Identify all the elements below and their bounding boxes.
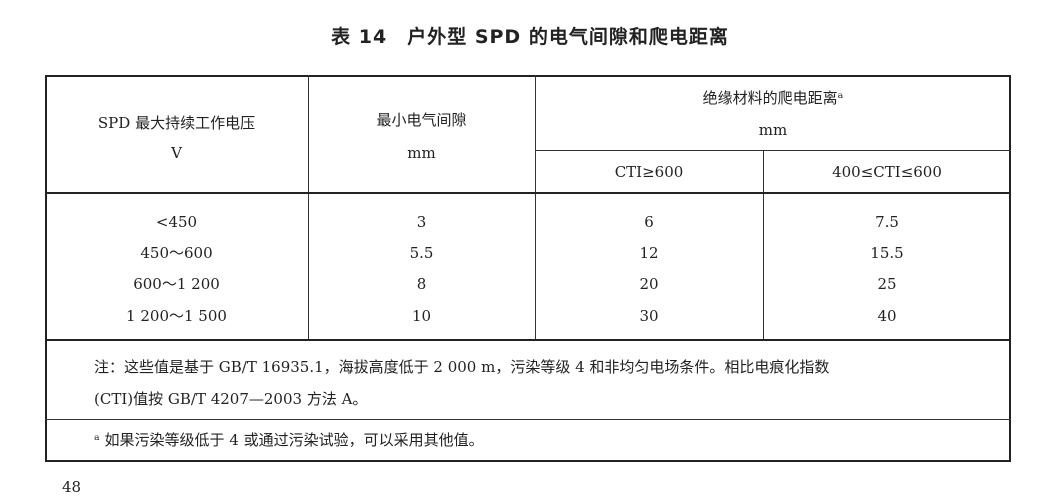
header-clearance-unit: mm xyxy=(407,144,436,162)
note-line-2: (CTI)值按 GB/T 4207—2003 方法 A。 xyxy=(94,390,368,408)
header-clearance: 最小电气间隙 xyxy=(376,111,467,129)
table-cell: <450 xyxy=(155,213,198,231)
divider xyxy=(535,150,1011,151)
page-number: 48 xyxy=(62,478,82,496)
divider xyxy=(45,339,1011,341)
table-cell: 20 xyxy=(639,275,659,293)
header-cti-600: CTI≥600 xyxy=(614,163,684,181)
header-voltage: SPD 最大持续工作电压 xyxy=(97,114,256,132)
table-cell: 1 200～1 500 xyxy=(126,307,227,325)
divider xyxy=(45,192,1011,194)
table-cell: 40 xyxy=(877,307,897,325)
table-cell: 25 xyxy=(877,275,897,293)
table-cell: 450～600 xyxy=(140,244,213,262)
note-line-1: 注：这些值是基于 GB/T 16935.1，海拔高度低于 2 000 m，污染等… xyxy=(94,358,830,376)
table-cell: 8 xyxy=(416,275,427,293)
table-cell: 5.5 xyxy=(409,244,434,262)
divider xyxy=(308,75,309,340)
table-frame xyxy=(45,75,1011,462)
table-cell: 600～1 200 xyxy=(133,275,220,293)
table-cell: 12 xyxy=(639,244,659,262)
table-cell: 6 xyxy=(644,213,654,231)
footnote: ᵃ 如果污染等级低于 4 或通过污染试验，可以采用其他值。 xyxy=(94,431,484,449)
header-cti-400-600: 400≤CTI≤600 xyxy=(832,163,942,181)
header-creepage-unit: mm xyxy=(758,121,788,139)
divider xyxy=(45,419,1011,420)
divider xyxy=(763,150,764,340)
table-cell: 3 xyxy=(416,213,427,231)
table-cell: 30 xyxy=(639,307,659,325)
table-title: 表 14 户外型 SPD 的电气间隙和爬电距离 xyxy=(331,26,729,48)
divider xyxy=(535,75,536,340)
header-creepage: 绝缘材料的爬电距离ᵃ xyxy=(702,89,844,107)
table-cell: 7.5 xyxy=(875,213,899,231)
table-cell: 10 xyxy=(411,307,432,325)
table-cell: 15.5 xyxy=(870,244,904,262)
header-voltage-unit: V xyxy=(171,144,182,162)
